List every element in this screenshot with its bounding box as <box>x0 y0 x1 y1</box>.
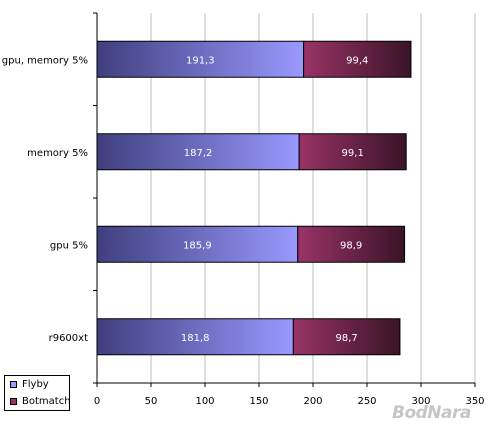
data-label: 181,8 <box>181 333 210 344</box>
labels: 0 50 100 150 200 250 300 350 gpu, memory 5% 191,3… <box>2 55 485 407</box>
category-label: memory 5% <box>27 148 88 159</box>
data-label: 98,9 <box>340 240 362 251</box>
bar-botmatch <box>292 318 401 356</box>
watermark-logo: BodNara <box>392 403 471 423</box>
bar-flyby <box>96 318 294 356</box>
legend: Flyby Botmatch <box>4 375 71 411</box>
x-tick-label: 250 <box>357 396 376 407</box>
bar-botmatch <box>303 40 412 78</box>
data-label: 99,1 <box>342 148 364 159</box>
x-tick-label: 100 <box>195 396 214 407</box>
bar-flyby <box>96 40 305 78</box>
legend-swatch-flyby <box>10 381 17 388</box>
data-label: 99,4 <box>346 55 368 66</box>
legend-label-botmatch: Botmatch <box>22 396 71 407</box>
category-label: gpu 5% <box>50 240 88 251</box>
x-tick-label: 150 <box>249 396 268 407</box>
x-tick-label: 350 <box>465 396 484 407</box>
data-label: 191,3 <box>186 55 215 66</box>
bar-flyby <box>96 133 300 171</box>
bar-botmatch <box>298 133 407 171</box>
x-tick-label: 200 <box>303 396 322 407</box>
x-tick-label: 300 <box>411 396 430 407</box>
x-tick-label: 50 <box>145 396 158 407</box>
data-label: 187,2 <box>184 148 213 159</box>
category-label: gpu, memory 5% <box>2 55 88 66</box>
bar-botmatch <box>297 225 406 263</box>
category-label: r9600xt <box>49 333 88 344</box>
data-label: 185,9 <box>183 240 212 251</box>
x-tick-label: 0 <box>94 396 100 407</box>
data-label: 98,7 <box>336 333 358 344</box>
legend-swatch-botmatch <box>10 398 17 405</box>
legend-label-flyby: Flyby <box>22 379 49 390</box>
bars <box>96 40 412 356</box>
